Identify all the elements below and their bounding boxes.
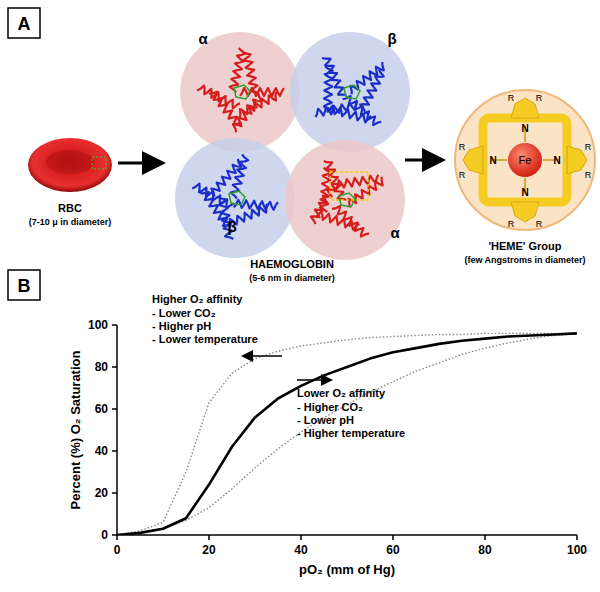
x-tick-label: 60 [386,543,400,557]
haemoglobin-size: (5-6 nm in diameter) [249,273,335,283]
x-tick [484,535,486,540]
panel-label-box [8,8,40,38]
y-tick [112,324,117,326]
rbc-size: (7-10 μ in diameter) [29,217,112,227]
y-tick [112,534,117,536]
heme-site [229,191,245,205]
heme-size: (few Angstroms in diameter) [464,255,585,265]
annotation-item: - Lower temperature [152,333,258,345]
y-axis-label: Percent (%) O₂ Saturation [68,350,83,509]
figure: A RBC (7-10 μ in diameter) α β β α HAEMOGLOBIN (… [0,0,600,592]
helix [360,69,384,112]
subunit-label: α [390,224,400,241]
curve [117,333,577,535]
panel-label: B [18,276,31,296]
y-tick-label: 20 [95,486,109,500]
rbc-label: RBC [58,202,82,214]
annotation-title: Higher O₂ affinity [152,293,243,305]
subunit-shape [175,138,295,258]
y-tick-label: 100 [88,318,108,332]
pyrrole [463,146,483,174]
haemoglobin [175,32,410,260]
rbc-center [46,150,94,174]
helix [320,168,331,213]
x-axis-label: pO₂ (mm of Hg) [299,562,395,577]
helix [324,161,346,200]
nitrogen-label: N [521,123,528,134]
heme-circle [455,90,595,230]
arrow [118,162,160,165]
r-label: R [508,93,515,103]
subunit-shape [180,32,300,152]
series-group [117,333,577,535]
x-tick [392,535,394,540]
helix [242,52,259,93]
helix [192,184,234,209]
x-tick [208,535,210,540]
annotation-arrow [244,355,282,357]
helix [322,58,347,95]
subunit-shape [285,140,405,260]
annotation-item: - Higher pH [152,320,211,332]
annotation-arrow [297,379,330,381]
x-axis [117,534,577,536]
r-label: R [459,170,466,180]
iron-label: Fe [519,154,532,166]
helix [315,211,359,230]
nitrogen-label: N [553,155,560,166]
curve [117,333,577,535]
r-label: R [536,219,543,229]
r-label: R [508,219,515,229]
x-tick-label: 20 [202,543,216,557]
r-label: R [459,142,466,152]
nitrogen-label: N [489,155,496,166]
x-tick [576,535,578,540]
x-tick [300,535,302,540]
annotation-item: - Lower pH [297,414,354,426]
r-label: R [585,142,592,152]
haemoglobin-label: HAEMOGLOBIN [250,258,334,270]
y-tick-label: 60 [95,402,109,416]
y-tick [112,408,117,410]
heme-zoom-box [330,172,368,200]
y-tick [112,492,117,494]
y-tick [112,450,117,452]
x-tick-label: 40 [294,543,308,557]
rbc-zoom-box [92,157,106,169]
annotation-title: Lower O₂ affinity [297,387,386,399]
heme-site [344,85,360,99]
nitrogen-label: N [521,187,528,198]
annotation-item: - Higher CO₂ [297,401,363,413]
y-tick-label: 80 [95,360,109,374]
x-tick-label: 80 [478,543,492,557]
subunit-shape [290,32,410,152]
arrow [405,159,440,162]
y-tick-label: 40 [95,444,109,458]
y-axis [116,325,118,535]
panel-label: A [18,14,31,34]
subunit-label: β [227,218,236,235]
x-tick-label: 100 [567,543,587,557]
y-tick-label: 0 [101,528,108,542]
r-label: R [536,93,543,103]
subunit-label: α [198,30,208,47]
x-tick-label: 0 [114,543,121,557]
helix [316,102,358,118]
helix [233,93,262,132]
panel-label-box [8,270,40,300]
annotation-item: - Lower CO₂ [152,307,216,319]
heme-site [234,85,250,99]
annotation-item: - Higher temperature [297,427,405,439]
helix [240,88,284,96]
chart: 0 20 40 60 80 100 0 20 40 60 80 100 pO₂ (mm of Hg) Pe… [68,293,587,577]
iron-atom [508,143,542,177]
heme-label: 'HEME' Group [488,240,561,252]
subunit-label: β [387,30,396,47]
rbc-cell [28,138,112,192]
porphyrin-ring [483,118,567,202]
y-tick [112,366,117,368]
r-label: R [585,170,592,180]
curve [117,333,577,535]
